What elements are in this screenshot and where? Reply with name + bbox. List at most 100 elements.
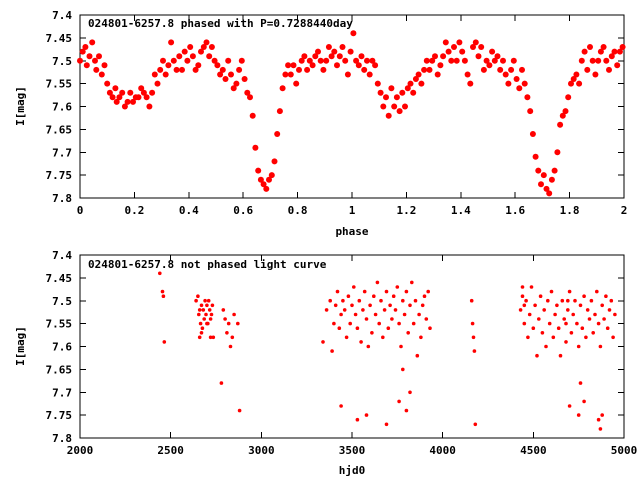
data-point bbox=[548, 176, 555, 183]
data-point bbox=[540, 331, 545, 335]
data-point bbox=[336, 53, 343, 60]
data-point bbox=[451, 44, 457, 50]
data-point bbox=[301, 53, 308, 60]
data-point bbox=[516, 85, 523, 92]
data-point bbox=[320, 66, 327, 73]
data-point bbox=[600, 44, 607, 50]
data-point bbox=[135, 94, 142, 101]
data-point bbox=[222, 76, 229, 82]
data-point bbox=[377, 321, 382, 326]
data-point bbox=[453, 57, 460, 64]
data-point bbox=[520, 294, 525, 299]
data-point bbox=[206, 298, 211, 303]
data-point bbox=[408, 303, 412, 308]
data-point bbox=[149, 89, 156, 96]
data-point bbox=[157, 66, 164, 73]
data-point bbox=[564, 340, 568, 344]
data-point bbox=[606, 66, 612, 73]
data-point bbox=[209, 312, 214, 317]
data-point bbox=[332, 321, 336, 326]
data-point bbox=[411, 321, 416, 326]
data-point bbox=[325, 44, 332, 50]
data-point bbox=[184, 57, 191, 64]
data-point bbox=[385, 112, 392, 119]
data-point bbox=[225, 331, 229, 335]
data-point bbox=[232, 312, 236, 317]
data-point bbox=[121, 103, 128, 110]
data-point bbox=[379, 298, 383, 303]
data-point bbox=[296, 66, 302, 73]
unphased-light-curve-plot: 2000 2500 3000 3500 4000 4500 5000 7.4 7.45 7.5 7.… bbox=[14, 249, 637, 477]
data-point bbox=[197, 308, 202, 312]
data-point bbox=[562, 108, 569, 115]
data-point bbox=[353, 57, 360, 64]
data-point bbox=[391, 103, 398, 110]
y-axis-label-top: I[mag] bbox=[14, 86, 27, 126]
data-point bbox=[241, 76, 248, 82]
data-point bbox=[587, 44, 593, 50]
data-point bbox=[217, 71, 224, 78]
data-point bbox=[412, 76, 419, 82]
data-point bbox=[348, 321, 353, 326]
data-point bbox=[592, 71, 599, 78]
data-point bbox=[173, 66, 180, 73]
data-point bbox=[584, 335, 588, 340]
data-point bbox=[335, 289, 340, 294]
data-point bbox=[355, 326, 360, 331]
data-point bbox=[395, 285, 400, 289]
data-point bbox=[179, 66, 185, 73]
data-point bbox=[559, 112, 566, 119]
data-point bbox=[112, 85, 119, 92]
data-point bbox=[519, 66, 525, 73]
data-point bbox=[374, 80, 381, 87]
data-point bbox=[161, 294, 166, 299]
data-point bbox=[567, 404, 572, 408]
data-point bbox=[595, 57, 602, 64]
x-tick-label: 1.6 bbox=[505, 204, 525, 217]
data-point bbox=[181, 48, 188, 55]
x-tick-label: 1 bbox=[349, 204, 356, 217]
data-point bbox=[219, 381, 224, 385]
data-point bbox=[569, 331, 574, 335]
data-point bbox=[551, 167, 558, 174]
x-tick-label: 0.8 bbox=[288, 204, 308, 217]
data-point bbox=[162, 71, 169, 78]
data-point bbox=[228, 344, 233, 349]
data-point bbox=[475, 53, 482, 60]
data-point bbox=[154, 80, 161, 87]
data-point bbox=[200, 44, 207, 50]
data-point bbox=[587, 317, 592, 321]
data-point bbox=[527, 108, 534, 115]
data-point bbox=[538, 181, 544, 188]
data-point bbox=[564, 321, 568, 326]
data-point bbox=[576, 344, 581, 349]
data-point bbox=[266, 176, 272, 183]
data-point bbox=[426, 66, 433, 73]
data-point bbox=[194, 298, 198, 303]
y-tick-label: 7.7 bbox=[52, 146, 72, 159]
data-point bbox=[206, 53, 213, 60]
data-point bbox=[263, 185, 270, 192]
data-point bbox=[341, 298, 345, 303]
data-point bbox=[347, 48, 354, 55]
data-point bbox=[116, 94, 123, 101]
data-point bbox=[202, 317, 206, 321]
y-tick-label: 7.7 bbox=[52, 386, 72, 399]
data-point bbox=[271, 158, 278, 165]
data-point bbox=[77, 57, 83, 64]
y-tick-label: 7.6 bbox=[52, 341, 72, 354]
data-point bbox=[607, 308, 612, 312]
data-point bbox=[109, 94, 116, 101]
data-point bbox=[293, 80, 300, 87]
x-tick-label: 2 bbox=[621, 204, 628, 217]
y-tick-label: 7.55 bbox=[46, 318, 73, 331]
data-point bbox=[344, 335, 349, 340]
data-point bbox=[423, 57, 430, 64]
data-point bbox=[92, 57, 98, 64]
data-point bbox=[464, 71, 471, 78]
data-point bbox=[200, 326, 205, 331]
data-point bbox=[199, 303, 204, 308]
data-point bbox=[585, 308, 590, 312]
data-point bbox=[165, 62, 172, 69]
data-point bbox=[619, 44, 626, 50]
